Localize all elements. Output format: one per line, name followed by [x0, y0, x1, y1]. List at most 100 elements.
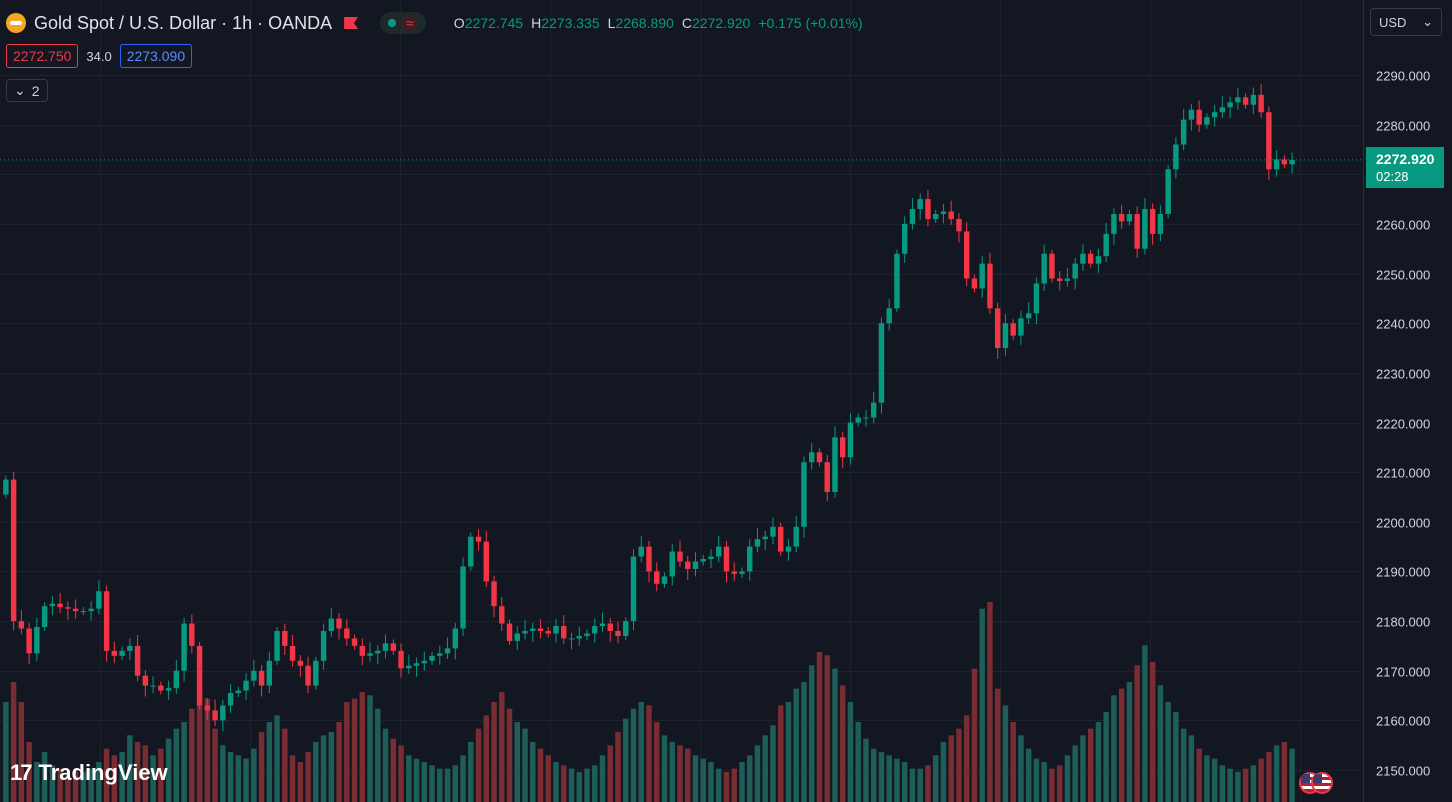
candle-body: [1281, 159, 1288, 165]
candle-body: [421, 660, 428, 664]
volume-bar: [57, 768, 63, 802]
volume-bar: [173, 728, 180, 802]
volume-bar: [336, 722, 342, 802]
tradingview-logo[interactable]: 17 TradingView: [10, 760, 168, 786]
volume-bar: [72, 772, 79, 802]
candle-body: [1126, 214, 1133, 222]
volume-bar: [584, 768, 590, 802]
volume-bar: [1041, 762, 1047, 802]
currency-select[interactable]: USD ⌄: [1370, 8, 1442, 36]
volume-bar: [1087, 728, 1094, 802]
candle-body: [940, 211, 947, 214]
volume-bar: [692, 755, 699, 802]
chevron-down-icon: ⌄: [14, 82, 26, 98]
volume-bar: [1157, 685, 1164, 802]
candle-body: [127, 645, 133, 651]
candle-body: [1041, 253, 1047, 284]
candle-body: [398, 650, 404, 669]
volume-bar: [855, 722, 861, 802]
volume-bar: [778, 705, 784, 802]
volume-bar: [398, 745, 404, 802]
tradingview-mark-icon: 17: [10, 760, 33, 785]
volume-bar: [1227, 768, 1233, 802]
buy-price-button[interactable]: 2273.090: [119, 44, 193, 68]
currency-label: USD: [1379, 14, 1407, 30]
candle-body: [344, 628, 350, 639]
candle-body: [901, 223, 908, 254]
candle-body: [623, 621, 629, 636]
volume-bar: [266, 722, 273, 802]
volume-bar: [1219, 765, 1226, 802]
volume-bar: [1173, 712, 1179, 802]
volume-bar: [429, 765, 435, 802]
volume-bar: [1033, 758, 1040, 802]
candle-body: [1018, 318, 1024, 336]
y-tick-label: 2210.000: [1376, 466, 1430, 481]
sell-price-button[interactable]: 2272.750: [6, 44, 79, 68]
volume-bar: [444, 768, 451, 802]
volume-bar: [1289, 748, 1295, 802]
volume-bar: [181, 722, 187, 802]
volume-bar: [243, 758, 249, 802]
volume-bar: [359, 692, 366, 802]
indicator-count: 2: [31, 82, 40, 99]
symbol-title[interactable]: Gold Spot / U.S. Dollar · 1h · OANDA: [34, 12, 333, 33]
volume-bar: [1056, 765, 1063, 802]
volume-bar: [561, 765, 567, 802]
symbol-header: Gold Spot / U.S. Dollar · 1h · OANDA ≈ O…: [6, 10, 863, 36]
volume-bar: [289, 755, 296, 802]
candle-body: [870, 402, 877, 418]
economic-events[interactable]: [1299, 772, 1333, 794]
volume-bar: [142, 745, 149, 802]
candle-body: [1157, 214, 1164, 234]
volume-bar: [1103, 712, 1109, 802]
candle-body: [661, 576, 668, 584]
volume-bar: [460, 755, 466, 802]
candle-body: [1010, 323, 1016, 336]
market-status[interactable]: ≈: [380, 12, 426, 34]
y-tick-label: 2160.000: [1376, 714, 1430, 729]
volume-bar: [251, 748, 257, 802]
candle-body: [561, 626, 567, 639]
flag-icon[interactable]: [344, 17, 359, 29]
candle-body: [522, 631, 528, 634]
volume-bar: [987, 602, 993, 802]
volume-bar: [963, 715, 970, 802]
candle-body: [88, 608, 94, 612]
volume-bar: [313, 742, 319, 802]
indicators-toggle-button[interactable]: ⌄ 2: [6, 79, 48, 102]
candle-body: [1266, 112, 1272, 170]
volume-bar: [994, 688, 1001, 802]
volume-bar: [235, 755, 242, 802]
volume-bar: [1281, 742, 1288, 802]
volume-bar: [282, 728, 288, 802]
candle-body: [437, 653, 443, 656]
volume-bar: [421, 762, 428, 802]
candle-body: [382, 643, 389, 651]
candle-body: [429, 655, 435, 661]
candle-body: [72, 608, 79, 612]
y-tick-label: 2150.000: [1376, 764, 1430, 779]
candle-body: [274, 631, 280, 661]
candle-body: [669, 551, 675, 577]
us-flag-event-icon[interactable]: [1311, 772, 1333, 794]
grid-lines: [0, 0, 1363, 802]
volume-bar: [475, 728, 482, 802]
candle-body: [10, 479, 17, 622]
volume-bar: [801, 682, 807, 802]
volume-bar: [119, 752, 125, 802]
candle-body: [289, 645, 296, 661]
candle-body: [925, 199, 931, 219]
tradingview-wordmark: TradingView: [38, 760, 168, 785]
volume-bar: [809, 665, 815, 802]
candle-body: [1142, 209, 1148, 249]
candle-body: [119, 650, 125, 656]
candle-body: [1134, 214, 1140, 249]
volume-bar: [1025, 748, 1032, 802]
candle-body: [1250, 94, 1257, 105]
candle-body: [266, 660, 273, 686]
bid-ask-panel: 2272.750 34.0 2273.090: [6, 44, 193, 68]
candle-body: [576, 635, 582, 639]
candle-body: [26, 628, 32, 654]
